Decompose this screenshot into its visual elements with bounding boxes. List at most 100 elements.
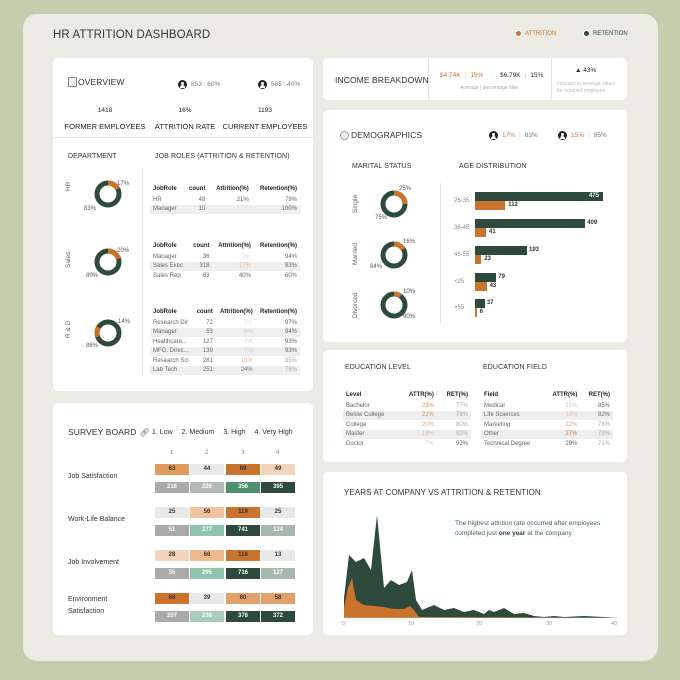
retention-bar	[475, 219, 586, 228]
divider	[551, 58, 552, 100]
overview-title: OVERVIEW	[68, 77, 124, 87]
survey-retention-cell: 127	[261, 568, 295, 579]
survey-retention-cell: 216	[155, 482, 189, 493]
globe-icon	[340, 130, 349, 140]
table-row: Marketing 22% 78%	[484, 421, 610, 428]
age-distribution-title: AGE DISTRIBUTION	[459, 163, 527, 170]
kpi-row: 1418 FORMER EMPLOYEES 16% ATTRITION RATE 1…	[60, 107, 310, 131]
retention-bar	[475, 273, 497, 282]
divider	[428, 58, 429, 100]
survey-attrition-cell: 56	[190, 507, 224, 518]
survey-row-label: Job Involvement	[68, 559, 119, 566]
dept-label-hr: HR	[65, 181, 72, 191]
attrition-bar	[475, 282, 487, 291]
survey-retention-cell: 51	[155, 525, 189, 536]
table-row: Research Sci 281 15% 85%	[153, 357, 297, 364]
kpi-former: 1418 FORMER EMPLOYEES	[64, 107, 146, 131]
survey-attrition-cell: 49	[261, 464, 295, 475]
hr-roles-table: JobRole count Attrition(%) Retention(%) HR 4…	[150, 183, 300, 214]
female-person-icon	[258, 80, 267, 89]
survey-retention-cell: 741	[226, 525, 260, 536]
survey-retention-cell: 207	[155, 611, 189, 622]
age-category-label: 36-45	[454, 225, 470, 231]
female-person-icon	[558, 131, 567, 140]
table-row: Doctor 7% 93%	[346, 440, 468, 447]
legend-retention: RETENTION	[583, 30, 628, 37]
table-row: Research Dir 72 3% 97%	[153, 319, 297, 326]
table-row: Master 18% 82%	[343, 429, 471, 439]
female-stat: 565 : 40%	[258, 80, 300, 89]
single-donut-chart	[380, 190, 408, 218]
attrition-bar	[475, 228, 487, 237]
attrition-dot-icon	[515, 30, 522, 37]
survey-retention-cell: 395	[261, 482, 295, 493]
age-category-label: 26-35	[454, 198, 470, 204]
report-icon	[68, 77, 77, 87]
dept-label-sales: Sales	[65, 251, 72, 268]
table-row: Manager 36 6% 94%	[153, 253, 297, 260]
table-row: Manager 10 100%	[150, 204, 300, 214]
education-field-title: EDUCATION FIELD	[483, 364, 547, 371]
retention-dot-icon	[583, 30, 590, 37]
table-row: Technical Degree 29% 71%	[484, 440, 610, 447]
age-category-label: >55	[454, 305, 465, 311]
female-demographics: 15% | 85%	[558, 131, 607, 140]
sales-roles-table: JobRole count Attrition(%) Retention(%) Man…	[150, 240, 300, 281]
survey-retention-cell: 226	[190, 482, 224, 493]
survey-attrition-cell: 69	[226, 464, 260, 475]
divorced-donut-chart	[380, 291, 408, 319]
male-person-icon	[178, 80, 187, 89]
table-row: HR 48 21% 79%	[153, 196, 297, 203]
survey-attrition-cell: 44	[190, 464, 224, 475]
education-field-table: Field ATTR(%) RET(%) Medical 15% 85% Life Sc…	[481, 389, 613, 449]
dashboard-title: HR ATTRITION DASHBOARD	[53, 29, 211, 41]
table-row: Medical 15% 85%	[484, 402, 610, 409]
male-demographics: 17% | 83%	[489, 131, 538, 140]
survey-attrition-cell: 58	[261, 593, 295, 604]
education-card	[323, 350, 627, 462]
rd-donut-chart	[94, 319, 122, 347]
survey-attrition-cell: 13	[261, 550, 295, 561]
link-icon: 🔗︎	[139, 427, 150, 437]
survey-retention-cell: 356	[226, 482, 260, 493]
age-category-label: <25	[454, 279, 465, 285]
attrition-income: $4.74K | 15%	[440, 72, 484, 79]
table-row: Life Sciences 18% 82%	[481, 410, 613, 420]
male-stat: 853 : 60%	[178, 80, 220, 89]
attrition-bar	[475, 255, 482, 264]
education-level-title: EDUCATION LEVEL	[345, 364, 411, 371]
table-row: Manager 53 6% 94%	[150, 327, 300, 337]
retention-income: $6.79K | 15%	[500, 72, 544, 79]
survey-retention-cell: 295	[190, 568, 224, 579]
table-row: MFG. Direc... 139 7% 93%	[150, 346, 300, 356]
hr-donut-chart	[94, 180, 122, 208]
salary-increase: ▲ 43%	[575, 67, 597, 74]
survey-attrition-cell: 68	[155, 593, 189, 604]
department-title: DEPARTMENT	[68, 153, 117, 160]
survey-attrition-cell: 119	[226, 507, 260, 518]
divider	[440, 183, 441, 323]
survey-attrition-cell: 28	[155, 550, 189, 561]
job-roles-title: JOB ROLES (ATTRITION & RETENTION)	[155, 153, 290, 160]
table-row: College 20% 80%	[346, 421, 468, 428]
divider	[53, 137, 313, 138]
years-area-chart	[344, 515, 619, 619]
table-row: Healthcare... 127 7% 93%	[153, 338, 297, 345]
years-chart-annotation: The highest attrition rate occurred afte…	[455, 520, 601, 537]
table-row: Sales Exec 318 17% 83%	[150, 261, 300, 271]
table-row: Below College 22% 78%	[343, 410, 471, 420]
attrition-bar	[475, 201, 506, 210]
years-chart-title: YEARS AT COMPANY VS ATTRITION & RETENTIO…	[344, 488, 541, 497]
survey-scale-legend: 1. Low 2. Medium 3. High 4. Very High	[152, 429, 293, 436]
kpi-attrition-rate: 16% ATTRITION RATE	[154, 107, 216, 131]
retention-bar	[475, 246, 527, 255]
divider	[142, 170, 143, 375]
dept-label-rd: R & D	[65, 320, 72, 338]
table-row: Other 27% 73%	[481, 429, 613, 439]
married-donut-chart	[380, 241, 408, 269]
survey-attrition-cell: 66	[190, 550, 224, 561]
male-person-icon	[489, 131, 498, 140]
kpi-current: 1193 CURRENT EMPLOYEES	[222, 107, 308, 131]
survey-attrition-cell: 63	[155, 464, 189, 475]
retention-bar	[475, 192, 603, 201]
